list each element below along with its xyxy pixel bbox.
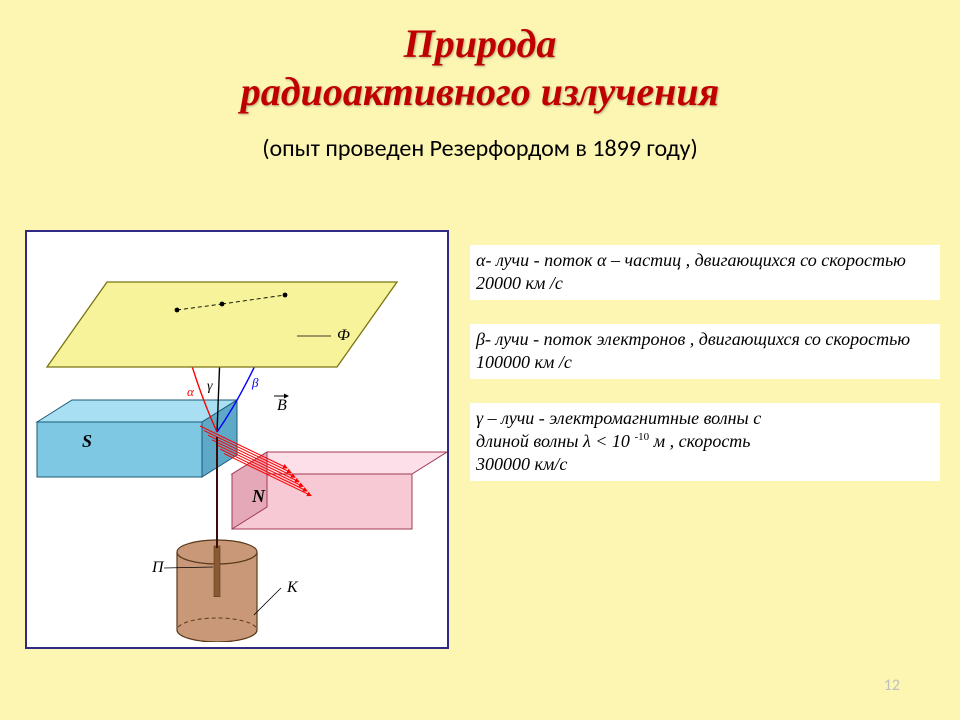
svg-text:α: α	[187, 384, 195, 399]
page-number: 12	[884, 676, 900, 695]
svg-text:S: S	[82, 431, 92, 451]
diagram-svg: П К S N Bα β γ Ф	[27, 232, 447, 642]
svg-text:К: К	[286, 579, 299, 596]
title-line1: Природа	[0, 20, 960, 68]
svg-text:N: N	[251, 486, 266, 506]
svg-text:β: β	[251, 375, 259, 390]
gamma-description: γ – лучи - электромагнитные волны с длин…	[470, 403, 940, 481]
beta-description: β- лучи - поток электронов , двигающихся…	[470, 324, 940, 379]
gamma-line2b: м , скорость	[654, 431, 751, 451]
svg-text:B: B	[277, 397, 287, 414]
gamma-exponent: -10	[634, 431, 649, 443]
descriptions-area: α- лучи - поток α – частиц , двигающихся…	[470, 245, 940, 505]
svg-text:Ф: Ф	[337, 327, 350, 344]
gamma-line3: 300000 км/с	[476, 454, 567, 474]
title-line2: радиоактивного излучения	[0, 68, 960, 116]
slide-title: Природа радиоактивного излучения	[0, 0, 960, 116]
alpha-description: α- лучи - поток α – частиц , двигающихся…	[470, 245, 940, 300]
svg-text:γ: γ	[207, 379, 213, 394]
gamma-line2a: длиной волны λ < 10	[476, 431, 630, 451]
svg-text:П: П	[151, 559, 165, 576]
slide-subtitle: (опыт проведен Резерфордом в 1899 году)	[0, 134, 960, 163]
rutherford-diagram: П К S N Bα β γ Ф	[25, 230, 449, 649]
gamma-line1: γ – лучи - электромагнитные волны с	[476, 408, 761, 428]
